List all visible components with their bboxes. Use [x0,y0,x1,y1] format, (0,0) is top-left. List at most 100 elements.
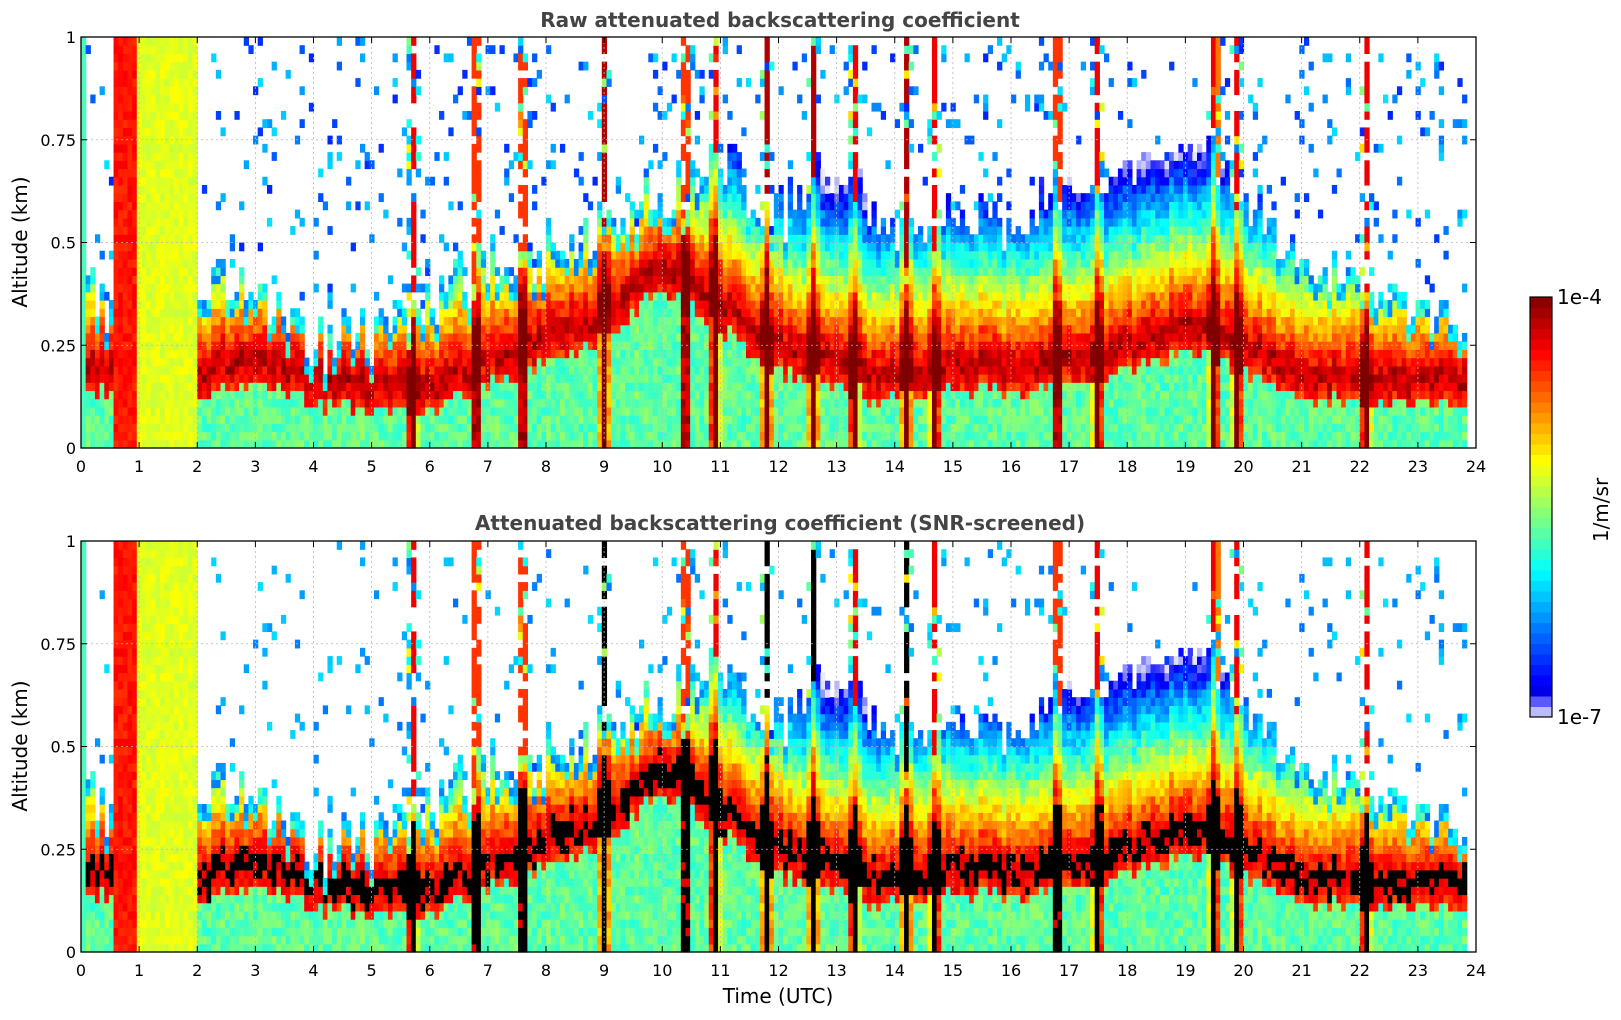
heatmap-cell [499,291,505,301]
heatmap-cell [122,398,129,408]
heatmap-cell [183,193,189,202]
heatmap-cell [639,439,645,449]
heatmap-cell [239,275,245,285]
heatmap-cell [160,291,166,301]
heatmap-cell [118,357,124,367]
heatmap-cell [806,291,812,301]
heatmap-cell [606,267,612,276]
heatmap-cell [183,53,189,63]
heatmap-cell [518,37,524,46]
heatmap-cell [676,439,682,449]
heatmap-cell [639,201,645,211]
heatmap-cell [108,398,115,408]
heatmap-cell [122,341,129,350]
heatmap-cell [178,119,184,129]
heatmap-cell [178,53,184,63]
heatmap-cell [569,316,575,326]
heatmap-cell [150,193,156,202]
heatmap-cell [146,258,152,268]
heatmap-cell [206,431,212,441]
heatmap-cell [592,382,598,392]
heatmap-cell [601,291,608,301]
heatmap-cell [736,193,742,202]
heatmap-cell [327,341,333,350]
heatmap-cell [220,406,226,416]
heatmap-cell [169,86,175,96]
heatmap-cell [336,365,342,375]
heatmap-cell [425,374,431,383]
heatmap-cell [127,374,133,383]
heatmap-cell [360,53,366,63]
heatmap-cell [666,332,673,342]
heatmap-cell [229,300,236,309]
heatmap-cell [476,406,482,416]
heatmap-cell [392,439,398,449]
heatmap-cell [806,308,812,318]
heatmap-cell [504,275,510,285]
heatmap-cell [183,374,189,383]
heatmap-cell [406,61,412,71]
heatmap-cell [843,61,849,71]
heatmap-cell [857,242,863,252]
heatmap-cell [490,45,496,55]
heatmap-cell [122,193,129,202]
heatmap-cell [122,349,129,359]
heatmap-cell [736,209,742,219]
heatmap-cell [555,291,561,301]
heatmap-cell [90,275,96,285]
heatmap-cell [671,349,677,359]
heatmap-cell [494,349,501,359]
heatmap-cell [857,431,863,441]
heatmap-cell [108,423,115,433]
heatmap-cell [127,258,133,268]
heatmap-cell [346,332,352,342]
heatmap-cell [713,94,719,104]
heatmap-cell [736,349,742,359]
heatmap-cell [420,415,426,424]
heatmap-cell [457,431,463,441]
heatmap-cell [704,201,710,211]
heatmap-cell [425,283,431,293]
heatmap-cell [838,390,845,400]
heatmap-cell [211,382,217,392]
heatmap-cell [694,357,701,367]
heatmap-cell [471,168,477,178]
heatmap-cell [248,365,254,375]
heatmap-cell [90,291,96,301]
heatmap-cell [192,226,198,235]
heatmap-cell [169,365,175,375]
heatmap-cell [634,300,640,309]
heatmap-cell [866,431,873,441]
heatmap-cell [825,390,831,400]
heatmap-cell [783,242,789,252]
heatmap-cell [234,349,240,359]
heatmap-cell [648,258,654,268]
heatmap-cell [425,390,431,400]
heatmap-cell [801,406,807,416]
heatmap-cell [197,415,203,424]
heatmap-cell [848,439,854,449]
heatmap-cell [536,267,542,276]
heatmap-cell [220,349,226,359]
heatmap-cell [448,374,454,383]
heatmap-cell [704,382,710,392]
heatmap-cell [164,110,170,120]
heatmap-cell [392,53,398,63]
heatmap-cell [513,316,519,326]
heatmap-cell [862,324,868,334]
heatmap-cell [648,390,654,400]
heatmap-cell [597,267,603,276]
heatmap-cell [276,423,282,433]
heatmap-cell [634,423,640,433]
heatmap-cell [652,316,659,326]
heatmap-cell [90,415,96,424]
heatmap-cell [620,324,626,334]
heatmap-cell [708,357,714,367]
heatmap-cell [104,349,110,359]
heatmap-cell [755,365,761,375]
heatmap-cell [629,415,635,424]
heatmap-cell [648,300,654,309]
heatmap-cell [755,349,761,359]
heatmap-cell [508,390,515,400]
heatmap-cell [797,332,803,342]
